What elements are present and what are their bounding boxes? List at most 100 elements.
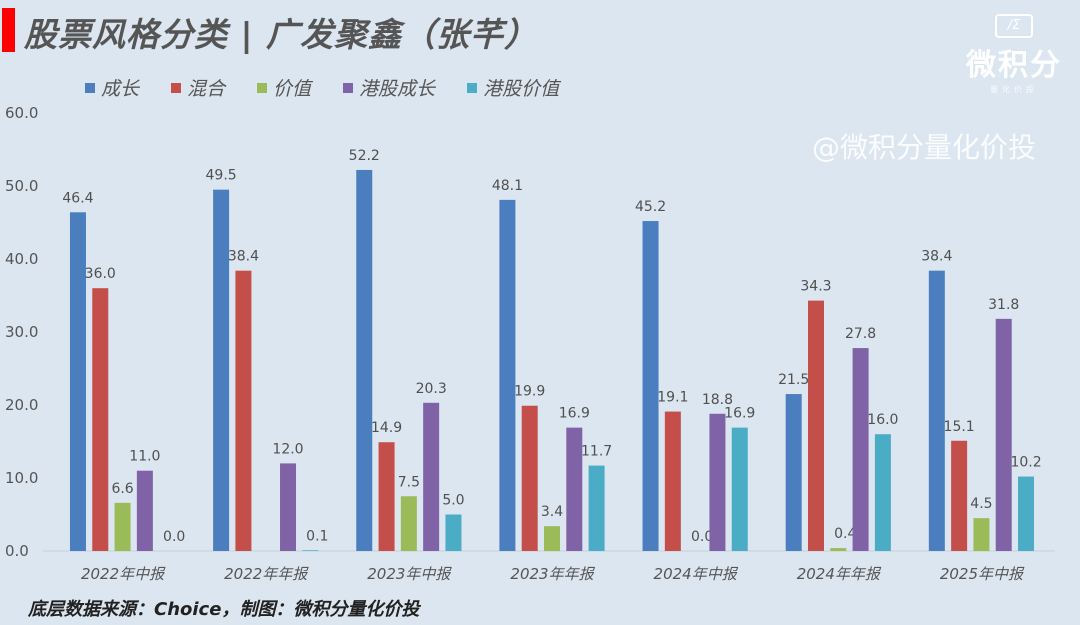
bar-混合 <box>664 411 681 551</box>
data-label: 31.8 <box>988 297 1019 313</box>
data-label: 19.9 <box>514 384 545 400</box>
legend-label: 成长 <box>101 78 140 100</box>
bar-港股价值 <box>1018 476 1035 551</box>
y-tick-label: 60.0 <box>5 104 38 122</box>
x-tick-label: 2024年年报 <box>797 565 882 583</box>
data-label: 6.6 <box>111 481 133 497</box>
legend-swatch <box>257 82 268 93</box>
data-label: 52.2 <box>349 148 380 164</box>
legend-label: 港股成长 <box>359 78 436 100</box>
data-label: 15.1 <box>944 419 975 435</box>
data-label: 11.0 <box>129 449 160 465</box>
data-label: 4.5 <box>970 496 992 512</box>
bar-港股价值 <box>302 550 319 551</box>
data-label: 46.4 <box>62 190 93 206</box>
y-tick-label: 30.0 <box>5 323 38 341</box>
y-tick-label: 0.0 <box>5 542 29 560</box>
bar-港股价值 <box>874 434 891 551</box>
data-label: 27.8 <box>845 326 876 342</box>
data-label: 16.9 <box>724 406 755 422</box>
data-label: 7.5 <box>398 474 420 490</box>
logo-mark: /Σ <box>995 14 1033 38</box>
bar-成长 <box>928 270 945 551</box>
legend-label: 混合 <box>187 78 226 100</box>
bar-价值 <box>544 526 560 551</box>
y-tick-label: 20.0 <box>5 396 38 414</box>
data-label: 0.0 <box>163 529 185 545</box>
legend-label: 港股价值 <box>483 78 560 100</box>
x-tick-label: 2024年中报 <box>654 565 739 583</box>
bar-价值 <box>973 518 990 551</box>
legend-item: 港股价值 <box>467 74 559 101</box>
data-label: 38.4 <box>921 249 952 265</box>
bar-成长 <box>356 169 373 551</box>
data-label: 0.4 <box>834 526 856 542</box>
bar-成长 <box>785 394 802 551</box>
y-tick-label: 50.0 <box>5 177 38 195</box>
bar-港股价值 <box>588 465 605 551</box>
x-tick-label: 2025年中报 <box>940 565 1025 583</box>
x-tick-label: 2023年中报 <box>367 565 452 583</box>
source-note: 底层数据来源：Choice，制图：微积分量化价投 <box>28 599 420 620</box>
bar-价值 <box>114 502 131 551</box>
bar-混合 <box>92 288 109 551</box>
data-label: 16.0 <box>867 412 898 428</box>
data-label: 10.2 <box>1010 455 1041 471</box>
logo-name: 微积分 <box>966 48 1062 83</box>
data-label: 0.1 <box>306 528 328 544</box>
data-label: 48.1 <box>492 178 523 194</box>
legend-item: 价值 <box>257 74 311 101</box>
x-tick-label: 2022年年报 <box>224 565 309 583</box>
data-label: 3.4 <box>541 504 563 520</box>
bar-港股价值 <box>731 427 748 551</box>
bar-港股成长 <box>136 470 153 551</box>
bar-混合 <box>521 405 538 551</box>
y-tick-label: 40.0 <box>5 250 38 268</box>
bar-港股成长 <box>709 413 726 551</box>
legend-item: 港股成长 <box>343 74 435 101</box>
data-label: 36.0 <box>85 266 116 282</box>
watermark: @微积分量化价投 <box>812 131 1037 164</box>
bar-混合 <box>378 442 395 551</box>
data-label: 20.3 <box>416 381 447 397</box>
bar-混合 <box>807 300 824 551</box>
legend: 成长 混合 价值 港股成长 港股价值 <box>85 74 559 101</box>
data-label: 45.2 <box>635 199 666 215</box>
data-label: 49.5 <box>206 168 237 184</box>
bar-价值 <box>830 548 847 551</box>
bar-成长 <box>499 199 516 551</box>
bar-价值 <box>400 496 417 551</box>
data-label: 12.0 <box>272 441 303 457</box>
data-label: 5.0 <box>442 493 464 509</box>
data-label: 18.8 <box>702 392 733 408</box>
title-accent-bar <box>2 8 15 52</box>
logo-sub: 量化价投 <box>990 85 1038 94</box>
bar-港股成长 <box>423 402 440 551</box>
data-label: 21.5 <box>778 372 809 388</box>
legend-swatch <box>171 82 182 93</box>
x-tick-label: 2023年年报 <box>510 565 595 583</box>
data-label: 14.9 <box>371 420 402 436</box>
legend-swatch <box>85 82 95 93</box>
bar-成长 <box>69 212 86 551</box>
x-tick-label: 2022年中报 <box>81 565 166 583</box>
legend-item: 混合 <box>171 74 225 101</box>
bar-混合 <box>235 270 252 551</box>
data-label: 19.1 <box>657 390 688 406</box>
data-label: 16.9 <box>559 406 590 422</box>
bar-港股成长 <box>995 318 1012 551</box>
y-tick-label: 10.0 <box>5 469 38 487</box>
bar-港股成长 <box>566 427 583 551</box>
bar-混合 <box>951 440 968 551</box>
bar-港股价值 <box>445 514 462 551</box>
bar-港股成长 <box>280 463 297 551</box>
chart-title: 股票风格分类 | 广发聚鑫（张芊） <box>24 15 539 54</box>
data-label: 11.7 <box>581 444 612 460</box>
logo: /Σ 微积分 量化价投 <box>955 14 1073 95</box>
data-label: 0.0 <box>691 529 713 545</box>
legend-swatch <box>467 82 478 93</box>
data-label: 34.3 <box>800 279 831 295</box>
legend-swatch <box>343 82 354 93</box>
bar-港股成长 <box>852 348 869 551</box>
